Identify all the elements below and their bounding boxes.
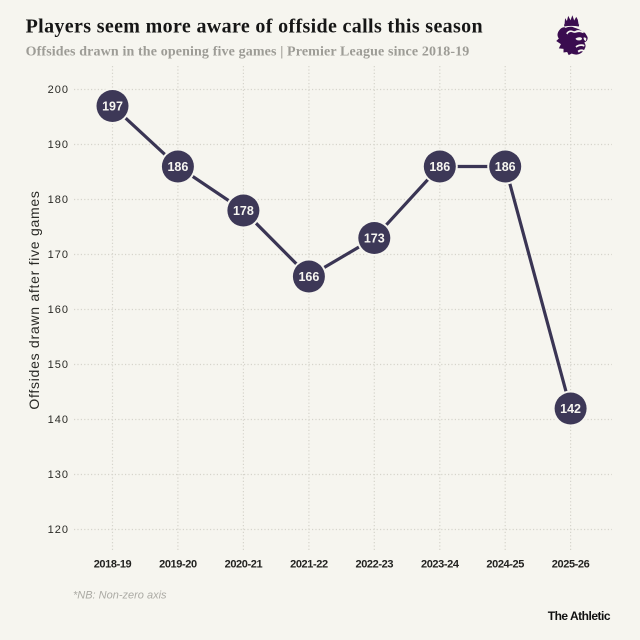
svg-text:*NB: Non-zero axis: *NB: Non-zero axis (73, 589, 167, 601)
svg-text:2019-20: 2019-20 (159, 558, 197, 570)
svg-text:The Athletic: The Athletic (548, 609, 611, 623)
svg-text:200: 200 (48, 84, 69, 96)
svg-text:2020-21: 2020-21 (225, 558, 263, 570)
svg-text:186: 186 (429, 160, 450, 174)
svg-text:Players seem more aware of off: Players seem more aware of offside calls… (26, 15, 483, 37)
svg-text:186: 186 (167, 160, 188, 174)
svg-text:120: 120 (48, 524, 69, 536)
svg-text:190: 190 (48, 139, 69, 151)
svg-text:2022-23: 2022-23 (356, 558, 394, 570)
svg-text:142: 142 (560, 402, 581, 416)
svg-text:Offsides drawn after five game: Offsides drawn after five games (26, 190, 42, 409)
svg-text:180: 180 (48, 194, 69, 206)
svg-text:2021-22: 2021-22 (290, 558, 328, 570)
svg-text:173: 173 (364, 231, 385, 245)
svg-text:2018-19: 2018-19 (94, 558, 132, 570)
svg-text:2023-24: 2023-24 (421, 558, 460, 570)
svg-text:166: 166 (298, 270, 319, 284)
svg-text:186: 186 (495, 160, 516, 174)
svg-text:197: 197 (102, 99, 123, 113)
svg-text:2024-25: 2024-25 (486, 558, 524, 570)
svg-text:Offsides drawn in the opening: Offsides drawn in the opening five games… (26, 44, 470, 59)
svg-text:130: 130 (48, 469, 69, 481)
svg-text:140: 140 (48, 414, 69, 426)
svg-text:178: 178 (233, 204, 254, 218)
svg-text:160: 160 (48, 304, 69, 316)
svg-text:150: 150 (48, 359, 69, 371)
svg-text:170: 170 (48, 249, 69, 261)
svg-text:2025-26: 2025-26 (552, 558, 590, 570)
